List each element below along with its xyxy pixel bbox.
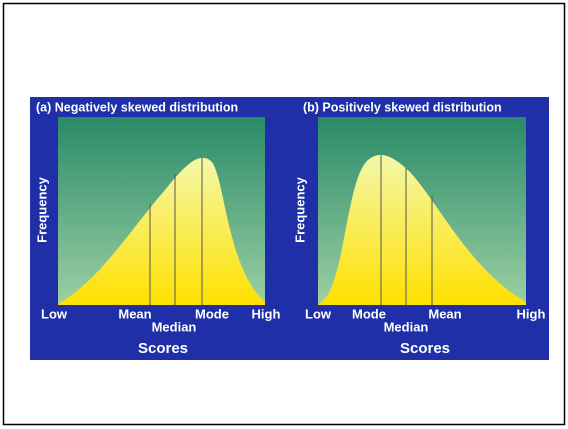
distribution-curve bbox=[58, 157, 265, 305]
x-label: Low bbox=[305, 306, 332, 321]
distribution-curve bbox=[318, 154, 526, 305]
panel-title: (a) Negatively skewed distribution bbox=[36, 100, 238, 114]
x-label: Mean bbox=[118, 306, 151, 321]
marker-lines bbox=[380, 155, 433, 305]
x-label: Mode bbox=[195, 306, 229, 321]
x-label: Median bbox=[152, 319, 197, 334]
x-label: Median bbox=[384, 319, 429, 334]
panel-title: (b) Positively skewed distribution bbox=[303, 100, 502, 114]
x-label: Mean bbox=[428, 306, 461, 321]
x-axis-label: Scores bbox=[138, 340, 188, 357]
x-label: High bbox=[517, 306, 546, 321]
x-label: Low bbox=[41, 306, 68, 321]
x-label: Mode bbox=[352, 306, 386, 321]
y-label: Frequency bbox=[292, 176, 307, 243]
x-axis-label: Scores bbox=[400, 340, 450, 357]
x-label: High bbox=[252, 306, 281, 321]
y-label: Frequency bbox=[34, 176, 49, 243]
marker-lines bbox=[149, 157, 203, 305]
